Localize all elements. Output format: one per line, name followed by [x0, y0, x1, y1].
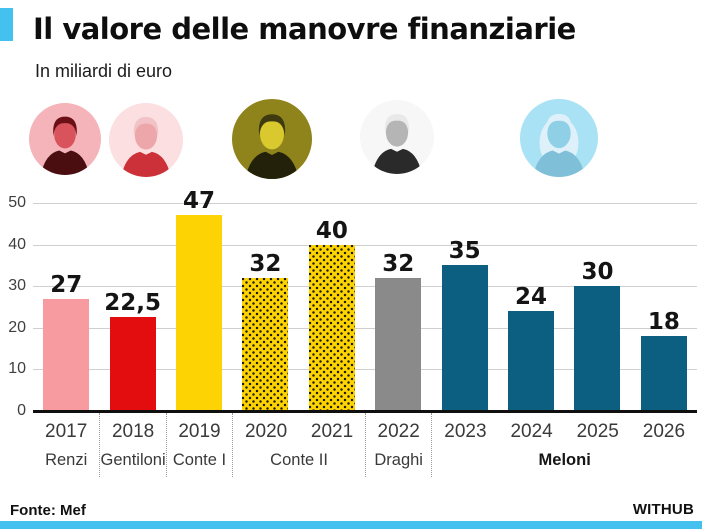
bar-value-label: 18	[647, 309, 680, 336]
bar-value-label: 22,5	[104, 290, 161, 317]
axis-group-renzi: 2017 Renzi	[33, 413, 99, 477]
bar-slot-2021: 40	[299, 203, 365, 411]
bar-slot-2017: 27	[33, 203, 99, 411]
axis-years-row: 2023 2024 2025 2026	[432, 413, 697, 443]
bar-value-label: 30	[581, 259, 614, 286]
bar-2026	[640, 336, 687, 411]
portrait-gentiloni-photo	[109, 103, 183, 177]
gridline	[33, 244, 697, 246]
axis-years-row: 2017	[33, 413, 99, 443]
x-axis-line	[33, 410, 697, 413]
bars-container: 27 22,5 47 32 40 32 35 24 30 18	[33, 190, 697, 411]
bar-value-label: 47	[183, 188, 216, 215]
y-axis-label: 30	[8, 277, 26, 295]
x-axis-label-2025: 2025	[576, 421, 619, 442]
bar-slot-2023: 35	[431, 203, 497, 411]
axis-group-conte-i: 2019 Conte I	[165, 413, 232, 477]
x-axis-label-2023: 2023	[444, 421, 487, 442]
y-axis-label: 50	[8, 194, 26, 211]
portrait-meloni-photo	[520, 99, 598, 177]
bar-value-label: 27	[50, 271, 83, 298]
axis-years-row: 2022	[366, 413, 431, 443]
bar-value-label: 32	[249, 250, 282, 277]
bar-slot-2018: 22,5	[99, 203, 165, 411]
bar-slot-2020: 32	[232, 203, 298, 411]
chart-unit-label: In miliardi di euro	[35, 61, 173, 81]
title-accent-bar	[0, 8, 13, 41]
x-axis-groups: 2017 Renzi 2018 Gentiloni 2019 Conte I 2020 202…	[33, 413, 697, 477]
person-bust-icon	[29, 103, 101, 175]
plot-area: 27 22,5 47 32 40 32 35 24 30 18	[33, 190, 697, 411]
y-axis-label: 10	[8, 360, 26, 378]
bar-2019	[176, 215, 223, 411]
axis-group-label: Conte II	[270, 451, 328, 469]
axis-years-row: 2018	[100, 413, 165, 443]
bar-2023	[441, 265, 488, 411]
bar-value-label: 24	[515, 284, 548, 311]
page-title: Il valore delle manovre finanziarie	[33, 12, 576, 46]
y-axis-label: 20	[8, 318, 26, 336]
axis-years-row: 2019	[167, 413, 232, 443]
bar-slot-2019: 47	[166, 190, 232, 411]
person-bust-icon	[360, 100, 434, 174]
x-axis-label-2024: 2024	[510, 421, 553, 442]
x-axis-label-2019: 2019	[178, 421, 221, 442]
portrait-draghi-photo	[360, 100, 434, 174]
bar-2020	[242, 277, 289, 411]
x-axis-label-2026: 2026	[642, 421, 686, 442]
x-axis-label-2020: 2020	[244, 421, 288, 442]
x-axis-label-2021: 2021	[310, 421, 354, 442]
bar-2024	[508, 311, 555, 411]
axis-group-conte-ii: 2020 2021 Conte II	[232, 413, 365, 477]
bar-value-label: 35	[448, 238, 481, 265]
axis-group-label: Renzi	[45, 451, 88, 469]
axis-group-gentiloni: 2018 Gentiloni	[99, 413, 166, 477]
person-bust-icon	[232, 99, 312, 179]
portrait-renzi-photo	[29, 103, 101, 175]
bar-2022	[375, 277, 422, 411]
brand-logo: WITHUB	[632, 501, 694, 518]
bar-2025	[574, 286, 621, 411]
axis-group-label: Meloni	[538, 451, 591, 469]
gridline	[33, 286, 697, 288]
footer-stripe	[0, 521, 702, 529]
bar-2018	[109, 317, 156, 411]
bar-value-label: 32	[382, 250, 415, 277]
person-bust-icon	[109, 103, 183, 177]
axis-group-meloni: 2023 2024 2025 2026 Meloni	[431, 413, 697, 477]
bar-value-label: 40	[315, 217, 348, 244]
bar-2021	[308, 244, 355, 411]
y-axis-label: 40	[8, 235, 26, 253]
axis-group-draghi: 2022 Draghi	[364, 413, 431, 477]
x-axis-label-2017: 2017	[45, 421, 88, 442]
gridline	[33, 203, 697, 204]
gridline	[33, 369, 697, 371]
axis-group-label: Draghi	[374, 451, 423, 469]
axis-group-label: Conte I	[172, 451, 227, 469]
y-axis-label: 0	[17, 402, 26, 419]
bar-slot-2025: 30	[564, 203, 630, 411]
x-axis-label-2018: 2018	[111, 421, 155, 442]
person-bust-icon	[520, 99, 598, 177]
bar-slot-2026: 18	[631, 203, 697, 411]
bar-2017	[43, 298, 90, 411]
source-note: Fonte: Mef	[10, 502, 86, 519]
axis-group-label: Gentiloni	[100, 451, 166, 469]
bar-slot-2022: 32	[365, 203, 431, 411]
portrait-conte-photo	[232, 99, 312, 179]
axis-years-row: 2020 2021	[233, 413, 365, 443]
bar-slot-2024: 24	[498, 203, 564, 411]
gridline	[33, 327, 697, 329]
x-axis-label-2022: 2022	[377, 421, 420, 442]
